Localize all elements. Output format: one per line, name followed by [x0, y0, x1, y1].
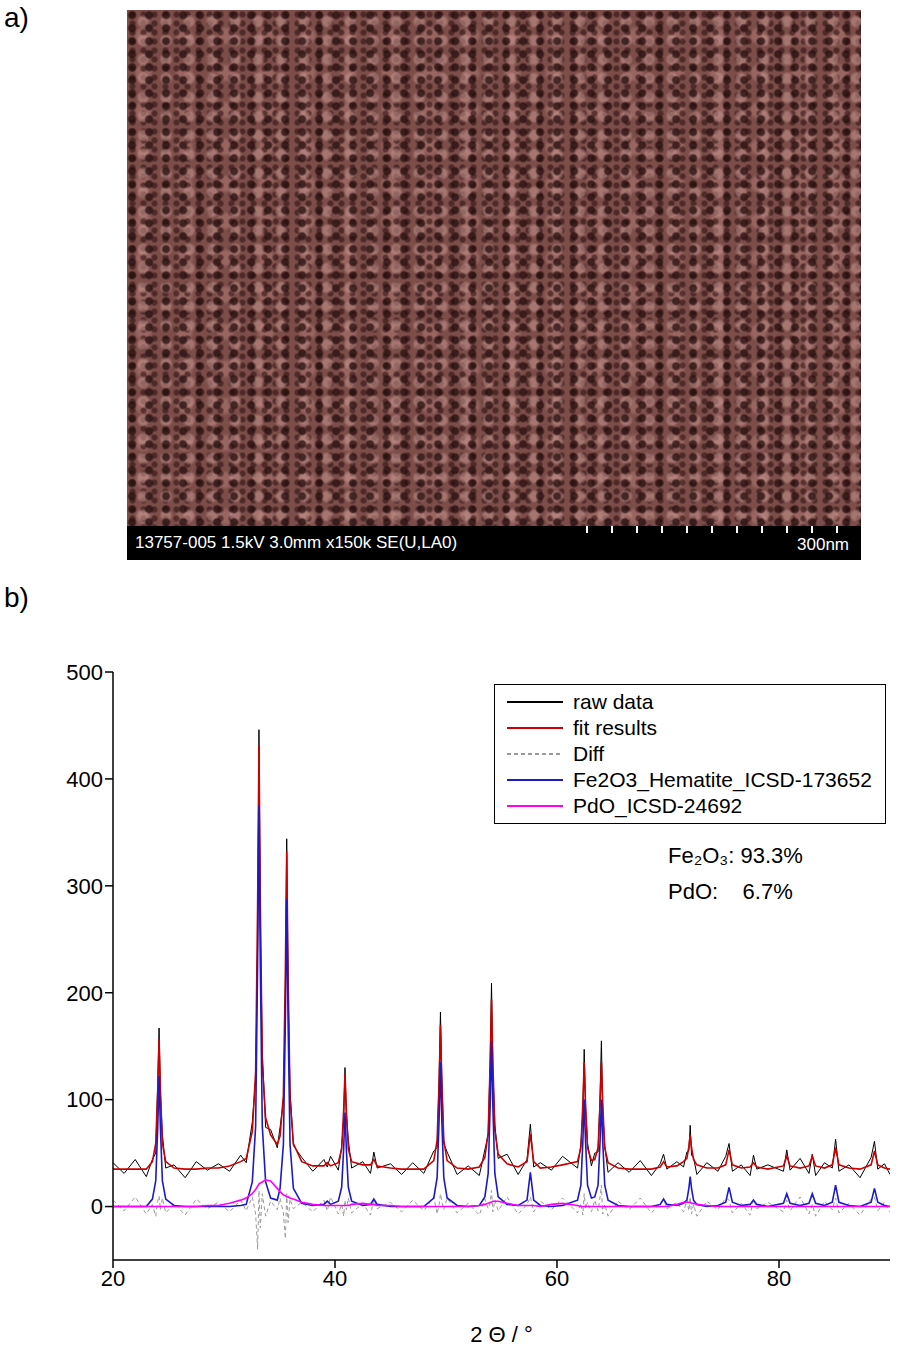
html-text:PdO_ICSD-24692: PdO_ICSD-24692 — [573, 794, 743, 817]
html-text:Fe₂O₃: 93.3%: Fe₂O₃: 93.3% — [668, 843, 803, 868]
svg-text:500: 500 — [66, 660, 103, 685]
html-text:Fe2O3_Hematite_ICSD-173652: Fe2O3_Hematite_ICSD-173652 — [573, 768, 872, 791]
html-text:Diff: Diff — [573, 742, 605, 765]
svg-text:20: 20 — [101, 1266, 125, 1291]
svg-text:80: 80 — [767, 1266, 791, 1291]
svg-text:40: 40 — [323, 1266, 347, 1291]
html-text:13757-005 1.5kV 3.0mm x150k SE: 13757-005 1.5kV 3.0mm x150k SE(U,LA0) — [135, 533, 458, 552]
html-text:PdO: 6.7%: PdO: 6.7% — [668, 879, 793, 904]
html-text:300nm: 300nm — [797, 535, 849, 554]
svg-text:200: 200 — [66, 981, 103, 1006]
svg-text:2 Θ / °: 2 Θ / ° — [470, 1322, 533, 1347]
svg-text:60: 60 — [545, 1266, 569, 1291]
html-text:a): a) — [4, 2, 29, 33]
html-text:b): b) — [4, 582, 29, 613]
svg-text:300: 300 — [66, 874, 103, 899]
svg-text:100: 100 — [66, 1087, 103, 1112]
svg-text:0: 0 — [91, 1194, 103, 1219]
html-text:fit results: fit results — [573, 716, 657, 739]
svg-text:400: 400 — [66, 767, 103, 792]
html-text:raw data: raw data — [573, 690, 654, 713]
